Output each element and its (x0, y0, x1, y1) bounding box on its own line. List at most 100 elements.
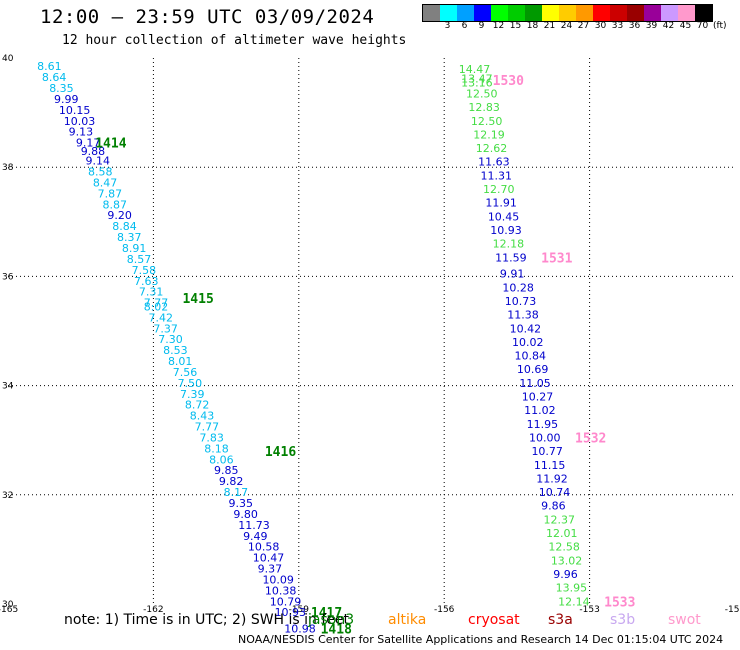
legend-label: 70 (696, 21, 709, 31)
legend-label: 45 (679, 21, 692, 31)
data-point-label: 10.03 (64, 115, 95, 128)
orbit-number-label: 1414 (95, 137, 126, 152)
data-point-label: 9.37 (258, 563, 283, 576)
legend-swatch (593, 5, 610, 21)
data-point-label: 12.70 (483, 183, 515, 196)
data-point-label: 11.63 (478, 156, 510, 169)
data-point-label: 10.77 (531, 445, 563, 458)
data-point-label: 11.59 (495, 251, 526, 264)
data-point-label: 10.98 (284, 623, 316, 636)
data-point-label: 11.92 (536, 472, 568, 485)
data-point-label: 12.37 (544, 513, 576, 526)
x-tick-label: -150 (725, 605, 740, 615)
chart-subtitle: 12 hour collection of altimeter wave hei… (62, 33, 407, 48)
data-point-label: 7.87 (98, 187, 123, 200)
legend-swatch (491, 5, 508, 21)
data-point-label: 9.49 (243, 530, 268, 543)
legend-swatch (525, 5, 542, 21)
data-point-label: 9.99 (54, 93, 79, 106)
data-point-label: 11.31 (481, 169, 513, 182)
x-tick-label: -165 (0, 605, 18, 615)
data-point-label: 11.95 (527, 418, 559, 431)
y-tick-label: 30 (2, 600, 14, 610)
orbit-number-label: 1418 (321, 623, 352, 638)
data-point-label: 8.61 (37, 60, 62, 73)
legend-label: 21 (543, 21, 556, 31)
data-point-label: 7.77 (144, 297, 169, 310)
data-point-label: 10.15 (59, 104, 91, 117)
data-point-label: 8.58 (88, 166, 113, 179)
orbit-number-label: 1530 (493, 74, 524, 89)
legend-swatch (440, 5, 457, 21)
data-point-label: 7.42 (149, 311, 174, 324)
y-tick-label: 40 (2, 54, 14, 64)
data-point-label: 8.64 (42, 71, 67, 84)
data-point-label: 12.50 (471, 115, 503, 128)
legend-swatch (576, 5, 593, 21)
data-point-label: 10.73 (505, 295, 537, 308)
legend-swatch (627, 5, 644, 21)
data-point-label: 10.27 (522, 391, 554, 404)
satellite-name-cryosat: cryosat (468, 612, 520, 628)
data-point-label: 7.77 (195, 421, 220, 434)
data-point-label: 8.02 (144, 300, 169, 313)
data-point-label: 10.47 (253, 552, 284, 565)
orbit-number-label: 1531 (541, 251, 572, 266)
data-point-label: 14.47 (459, 63, 491, 76)
data-point-label: 7.30 (158, 333, 183, 346)
data-point-label: 10.00 (529, 431, 561, 444)
data-point-label: 7.83 (199, 431, 224, 444)
legend-label: 3 (444, 21, 451, 31)
y-tick-label: 36 (2, 272, 14, 282)
y-tick-label: 38 (2, 163, 14, 173)
data-point-label: 8.01 (168, 355, 193, 368)
data-point-label: 12.58 (548, 541, 580, 554)
satellite-name-swot: swot (668, 612, 701, 628)
orbit-number-label: 1417 (311, 606, 342, 621)
data-point-label: 10.79 (270, 595, 302, 608)
orbit-number-label: 1533 (604, 595, 635, 610)
legend-swatch (457, 5, 474, 21)
data-point-label: 11.05 (519, 377, 551, 390)
legend-label: 24 (560, 21, 573, 31)
legend-swatch (423, 5, 440, 21)
satellite-name-altika: altika (388, 612, 427, 628)
y-tick-label: 32 (2, 491, 13, 501)
data-point-label: 13.02 (551, 554, 583, 567)
data-point-label: 9.82 (219, 475, 244, 488)
data-point-label: 8.43 (190, 410, 215, 423)
data-point-label: 9.20 (107, 209, 131, 222)
data-point-label: 9.80 (233, 508, 258, 521)
data-point-label: 10.42 (510, 322, 542, 335)
y-tick-label: 34 (2, 382, 14, 392)
legend-label: 42 (662, 21, 675, 31)
legend-label: 27 (577, 21, 590, 31)
data-point-label: 11.38 (507, 309, 539, 322)
data-point-label: 9.85 (214, 464, 239, 477)
data-point-label: 12.01 (546, 527, 578, 540)
data-point-label: 8.57 (127, 253, 152, 266)
legend-swatch (542, 5, 559, 21)
data-point-label: 8.37 (117, 231, 142, 244)
legend-swatch (610, 5, 627, 21)
data-point-label: 11.73 (238, 519, 270, 532)
color-scale-labels: 3 6 9 12 15 18 21 24 27 30 33 36 39 42 45 70 (ft) (422, 21, 740, 31)
data-point-label: 7.31 (139, 286, 164, 299)
credit-text: NOAA/NESDIS Center for Satellite Applica… (238, 633, 724, 646)
satellite-name-jason3: jason3 (308, 612, 355, 628)
chart-title: 12:00 — 23:59 UTC 03/09/2024 (40, 6, 375, 28)
data-point-label: 10.28 (502, 281, 534, 294)
data-point-label: 10.74 (539, 486, 571, 499)
legend-label: 12 (492, 21, 505, 31)
satellite-name-s3b: s3b (610, 612, 636, 628)
data-point-label: 9.14 (86, 155, 111, 168)
data-point-label: 11.91 (485, 197, 517, 210)
x-tick-label: -159 (289, 605, 310, 615)
data-point-label: 7.58 (132, 264, 157, 277)
satellite-name-s3a: s3a (548, 612, 573, 628)
legend-swatch (559, 5, 576, 21)
color-scale-legend (422, 4, 713, 22)
data-point-label: 10.93 (490, 224, 522, 237)
data-point-label: 8.72 (185, 399, 210, 412)
